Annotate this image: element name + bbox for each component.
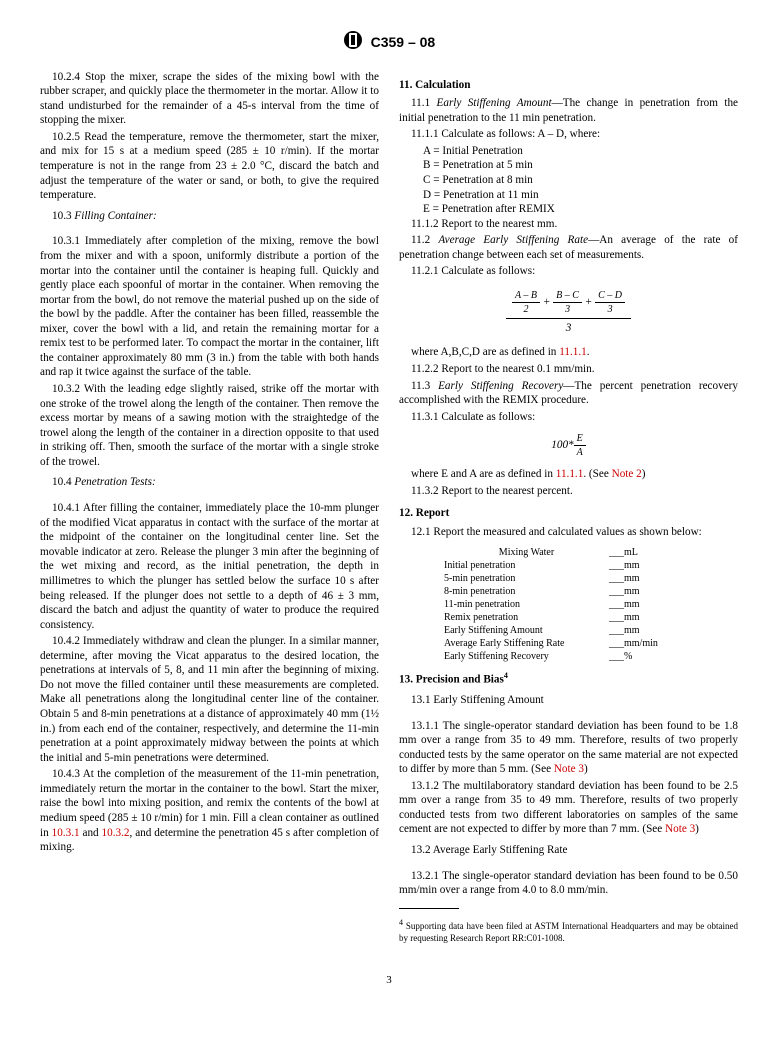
footnote-rule <box>399 908 459 909</box>
page-header: C359 – 08 <box>40 30 738 55</box>
heading-10-4: 10.4 Penetration Tests: <box>40 475 379 490</box>
definitions-list: A = Initial Penetration B = Penetration … <box>423 144 738 217</box>
table-row: Early Stiffening Amount___mm <box>444 624 738 637</box>
formula-avg-rate: A – B2 + B – C3 + C – D3 3 <box>399 287 738 338</box>
para-11-1: 11.1 Early Stiffening Amount—The change … <box>399 96 738 125</box>
table-row: Remix penetration___mm <box>444 611 738 624</box>
para-10-4-2: 10.4.2 Immediately withdraw and clean th… <box>40 634 379 765</box>
para-10-4-1: 10.4.1 After filling the container, imme… <box>40 501 379 632</box>
def-e: E = Penetration after REMIX <box>423 202 738 217</box>
heading-12: 12. Report <box>399 506 738 521</box>
heading-13-2: 13.2 Average Early Stiffening Rate <box>399 843 738 858</box>
table-row: Mixing Water___mL <box>444 546 738 559</box>
left-column: 10.2.4 Stop the mixer, scrape the sides … <box>40 70 379 954</box>
page-number: 3 <box>40 973 738 987</box>
table-row: 5-min penetration___mm <box>444 572 738 585</box>
def-b: B = Penetration at 5 min <box>423 158 738 173</box>
table-row: Average Early Stiffening Rate___mm/min <box>444 637 738 650</box>
table-row: Initial penetration___mm <box>444 559 738 572</box>
astm-logo-icon <box>343 30 363 55</box>
para-11-2-2: 11.2.2 Report to the nearest 0.1 mm/min. <box>399 362 738 377</box>
report-table: Mixing Water___mL Initial penetration___… <box>444 546 738 663</box>
para-11-3-1-where: where E and A are as defined in 11.1.1. … <box>399 467 738 482</box>
para-13-1-2: 13.1.2 The multilaboratory standard devi… <box>399 779 738 837</box>
para-13-2-1: 13.2.1 The single-operator standard devi… <box>399 869 738 898</box>
heading-13-1: 13.1 Early Stiffening Amount <box>399 693 738 708</box>
para-11-3-2: 11.3.2 Report to the nearest percent. <box>399 484 738 499</box>
para-10-3-2: 10.3.2 With the leading edge slightly ra… <box>40 382 379 469</box>
link-note-2[interactable]: Note 2 <box>612 468 642 480</box>
right-column: 11. Calculation 11.1 Early Stiffening Am… <box>399 70 738 954</box>
heading-11: 11. Calculation <box>399 78 738 93</box>
heading-13: 13. Precision and Bias4 <box>399 671 738 687</box>
para-13-1-1: 13.1.1 The single-operator standard devi… <box>399 719 738 777</box>
link-10-3-1[interactable]: 10.3.1 <box>52 827 80 839</box>
para-11-3: 11.3 Early Stiffening Recovery—The perce… <box>399 379 738 408</box>
link-11-1-1b[interactable]: 11.1.1 <box>556 468 584 480</box>
content-columns: 10.2.4 Stop the mixer, scrape the sides … <box>40 70 738 954</box>
para-10-3-1: 10.3.1 Immediately after completion of t… <box>40 234 379 380</box>
heading-10-3: 10.3 Filling Container: <box>40 209 379 224</box>
link-10-3-2[interactable]: 10.3.2 <box>102 827 130 839</box>
para-11-2: 11.2 Average Early Stiffening Rate—An av… <box>399 233 738 262</box>
def-d: D = Penetration at 11 min <box>423 188 738 203</box>
def-a: A = Initial Penetration <box>423 144 738 159</box>
para-11-3-1: 11.3.1 Calculate as follows: <box>399 410 738 425</box>
document-id: C359 – 08 <box>371 33 436 51</box>
para-10-4-3: 10.4.3 At the completion of the measurem… <box>40 767 379 854</box>
para-10-2-5: 10.2.5 Read the temperature, remove the … <box>40 130 379 203</box>
para-11-2-1-where: where A,B,C,D are as defined in 11.1.1. <box>399 345 738 360</box>
table-row: Early Stiffening Recovery___% <box>444 650 738 663</box>
para-10-2-4: 10.2.4 Stop the mixer, scrape the sides … <box>40 70 379 128</box>
link-note-3b[interactable]: Note 3 <box>665 823 695 835</box>
para-11-1-2: 11.1.2 Report to the nearest mm. <box>399 217 738 232</box>
link-note-3a[interactable]: Note 3 <box>554 763 584 775</box>
para-11-2-1: 11.2.1 Calculate as follows: <box>399 264 738 279</box>
link-11-1-1a[interactable]: 11.1.1 <box>559 346 587 358</box>
para-12-1: 12.1 Report the measured and calculated … <box>399 525 738 540</box>
para-11-1-1: 11.1.1 Calculate as follows: A – D, wher… <box>399 127 738 142</box>
footnote-4: 4 Supporting data have been filed at AST… <box>399 918 738 944</box>
def-c: C = Penetration at 8 min <box>423 173 738 188</box>
formula-recovery: 100*EA <box>399 432 738 459</box>
table-row: 11-min penetration___mm <box>444 598 738 611</box>
table-row: 8-min penetration___mm <box>444 585 738 598</box>
